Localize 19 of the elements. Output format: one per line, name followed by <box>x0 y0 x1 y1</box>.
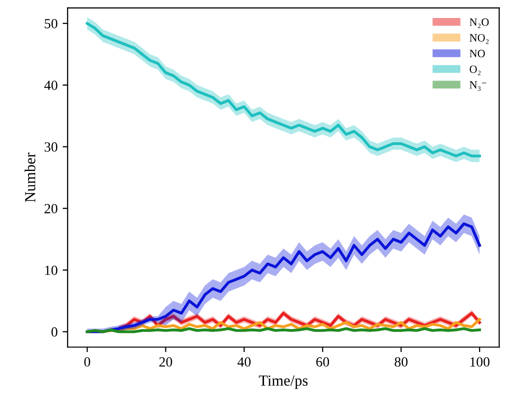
x-tick-label: 100 <box>470 357 490 367</box>
x-tick-label: 20 <box>159 357 172 367</box>
y-tick-label: 20 <box>44 204 58 214</box>
y-tick-label: 10 <box>45 266 58 276</box>
x-tick-label: 60 <box>316 357 330 367</box>
x-axis-title: Time/ps <box>258 375 308 389</box>
x-tick-label: 40 <box>237 357 251 367</box>
x-tick-label: 0 <box>84 357 90 367</box>
y-tick-label: 50 <box>44 18 58 28</box>
legend-label: NO₂ <box>470 34 489 44</box>
legend-label: N₃⁻ <box>470 81 486 91</box>
y-axis-title: Number <box>24 152 36 202</box>
legend-label: N₂O <box>470 18 489 28</box>
legend-label: O₂ <box>470 66 481 76</box>
y-tick-label: 30 <box>44 142 58 152</box>
legend-label: NO <box>470 50 485 58</box>
x-tick-label: 80 <box>394 357 408 367</box>
y-tick-label: 0 <box>51 327 58 337</box>
y-tick-label: 40 <box>44 80 58 90</box>
